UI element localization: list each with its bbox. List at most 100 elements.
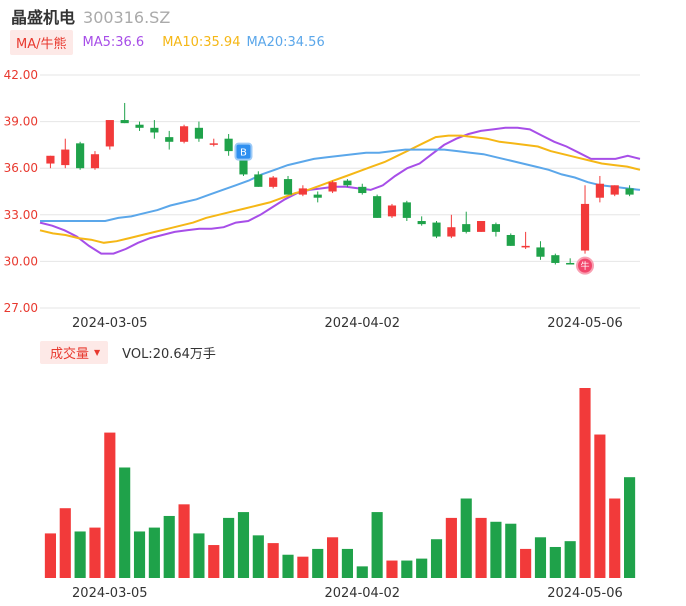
volume-bar bbox=[490, 521, 502, 578]
volume-bar bbox=[208, 545, 220, 578]
volume-x-tick-label: 2024-05-06 bbox=[547, 586, 623, 601]
candle-body bbox=[269, 177, 278, 187]
y-tick-label: 42.00 bbox=[4, 68, 38, 82]
candle-body bbox=[194, 127, 204, 139]
volume-bar bbox=[252, 535, 264, 578]
candle-body bbox=[476, 221, 486, 232]
x-tick-label: 2024-03-05 bbox=[72, 316, 148, 331]
candle-body bbox=[358, 186, 367, 194]
volume-value: VOL:20.64万手 bbox=[122, 346, 216, 362]
candle-body bbox=[387, 205, 397, 217]
candle-body bbox=[90, 154, 100, 169]
candle-body bbox=[76, 143, 85, 169]
candle-body bbox=[417, 221, 426, 225]
candle-body bbox=[254, 174, 263, 187]
volume-indicator-dropdown[interactable]: 成交量 ▼ bbox=[40, 340, 109, 364]
ma5-line bbox=[39, 126, 641, 255]
volume-bar bbox=[327, 537, 339, 578]
candle-body bbox=[298, 188, 307, 195]
ma20-value: MA20:34.56 bbox=[246, 34, 325, 50]
volume-bar bbox=[520, 548, 532, 578]
volume-bar bbox=[267, 543, 279, 578]
ma20-line bbox=[40, 148, 641, 222]
volume-bar bbox=[44, 533, 56, 578]
ma10-line bbox=[39, 134, 641, 244]
volume-bar bbox=[624, 477, 636, 578]
volume-bar bbox=[59, 508, 71, 578]
ma-legend: MA/牛熊 MA5:36.6 MA10:35.94 MA20:34.56 bbox=[10, 29, 325, 55]
volume-legend: 成交量 ▼ VOL:20.64万手 bbox=[40, 340, 216, 364]
candle-body bbox=[343, 180, 352, 186]
volume-bar bbox=[356, 566, 368, 578]
candle-body bbox=[551, 255, 560, 263]
volume-bar bbox=[163, 515, 175, 578]
candle-body bbox=[224, 138, 233, 152]
volume-bar bbox=[416, 558, 428, 578]
red-niu-badge-icon bbox=[576, 256, 595, 275]
volume-bar bbox=[401, 560, 413, 578]
candle-body bbox=[491, 224, 501, 232]
volume-bar bbox=[564, 541, 576, 578]
volume-bar bbox=[594, 434, 606, 578]
candle-body bbox=[402, 202, 411, 218]
candle-body bbox=[135, 124, 144, 128]
volume-bar bbox=[178, 504, 190, 578]
volume-bar bbox=[609, 498, 621, 578]
volume-bar bbox=[148, 527, 160, 578]
volume-bar bbox=[341, 548, 353, 578]
candle-body bbox=[595, 183, 604, 198]
candle-body bbox=[566, 262, 575, 265]
stock-code: 300316.SZ bbox=[83, 8, 171, 27]
volume-bar bbox=[193, 533, 205, 578]
blue-b-badge-icon bbox=[234, 142, 253, 161]
volume-bar bbox=[133, 531, 146, 578]
candle-body bbox=[150, 127, 159, 133]
x-tick-label: 2024-05-06 bbox=[547, 316, 623, 331]
candle-body bbox=[506, 234, 515, 246]
blue-b-badge-letter: B bbox=[240, 148, 247, 159]
candle-body bbox=[105, 120, 114, 147]
volume-bar bbox=[297, 556, 309, 578]
volume-bar bbox=[371, 512, 383, 578]
volume-bar bbox=[460, 498, 472, 578]
stock-header: 晶盛机电 300316.SZ bbox=[11, 4, 171, 27]
candle-body bbox=[432, 222, 441, 237]
candle-body bbox=[61, 149, 70, 166]
stock-name: 晶盛机电 bbox=[11, 8, 76, 27]
ma5-value: MA5:36.6 bbox=[82, 34, 145, 50]
chevron-down-icon: ▼ bbox=[94, 347, 101, 357]
volume-bar bbox=[534, 537, 547, 578]
volume-bar bbox=[312, 548, 324, 578]
candle-body bbox=[209, 143, 218, 145]
candle-body bbox=[580, 203, 590, 251]
volume-bar bbox=[505, 523, 517, 578]
candle-body bbox=[536, 247, 545, 257]
candle-body bbox=[46, 155, 55, 164]
volume-bar bbox=[282, 554, 294, 578]
x-tick-label: 2024-04-02 bbox=[324, 316, 400, 331]
volume-bar bbox=[74, 531, 86, 578]
ma-indicator-tab[interactable]: MA/牛熊 bbox=[10, 29, 73, 55]
y-tick-label: 33.00 bbox=[4, 208, 38, 222]
candle-body bbox=[373, 196, 382, 218]
volume-bar bbox=[119, 467, 131, 578]
volume-x-tick-label: 2024-03-05 bbox=[72, 586, 148, 601]
y-tick-label: 27.00 bbox=[4, 301, 38, 315]
y-tick-label: 30.00 bbox=[4, 254, 38, 268]
volume-bar bbox=[223, 517, 235, 578]
volume-tag-label: 成交量 bbox=[50, 346, 90, 362]
candle-body bbox=[239, 155, 248, 175]
candle-body bbox=[179, 126, 189, 142]
candle-body bbox=[313, 194, 322, 198]
red-niu-badge-letter: 牛 bbox=[581, 260, 590, 272]
volume-bar bbox=[475, 517, 487, 578]
volume-bar bbox=[386, 560, 398, 578]
y-tick-label: 36.00 bbox=[4, 161, 38, 175]
volume-bar bbox=[104, 432, 116, 578]
volume-bar bbox=[445, 517, 457, 578]
volume-x-tick-label: 2024-04-02 bbox=[324, 586, 400, 601]
volume-bar bbox=[549, 546, 561, 578]
candle-body bbox=[447, 227, 456, 237]
volume-bar bbox=[89, 527, 101, 578]
